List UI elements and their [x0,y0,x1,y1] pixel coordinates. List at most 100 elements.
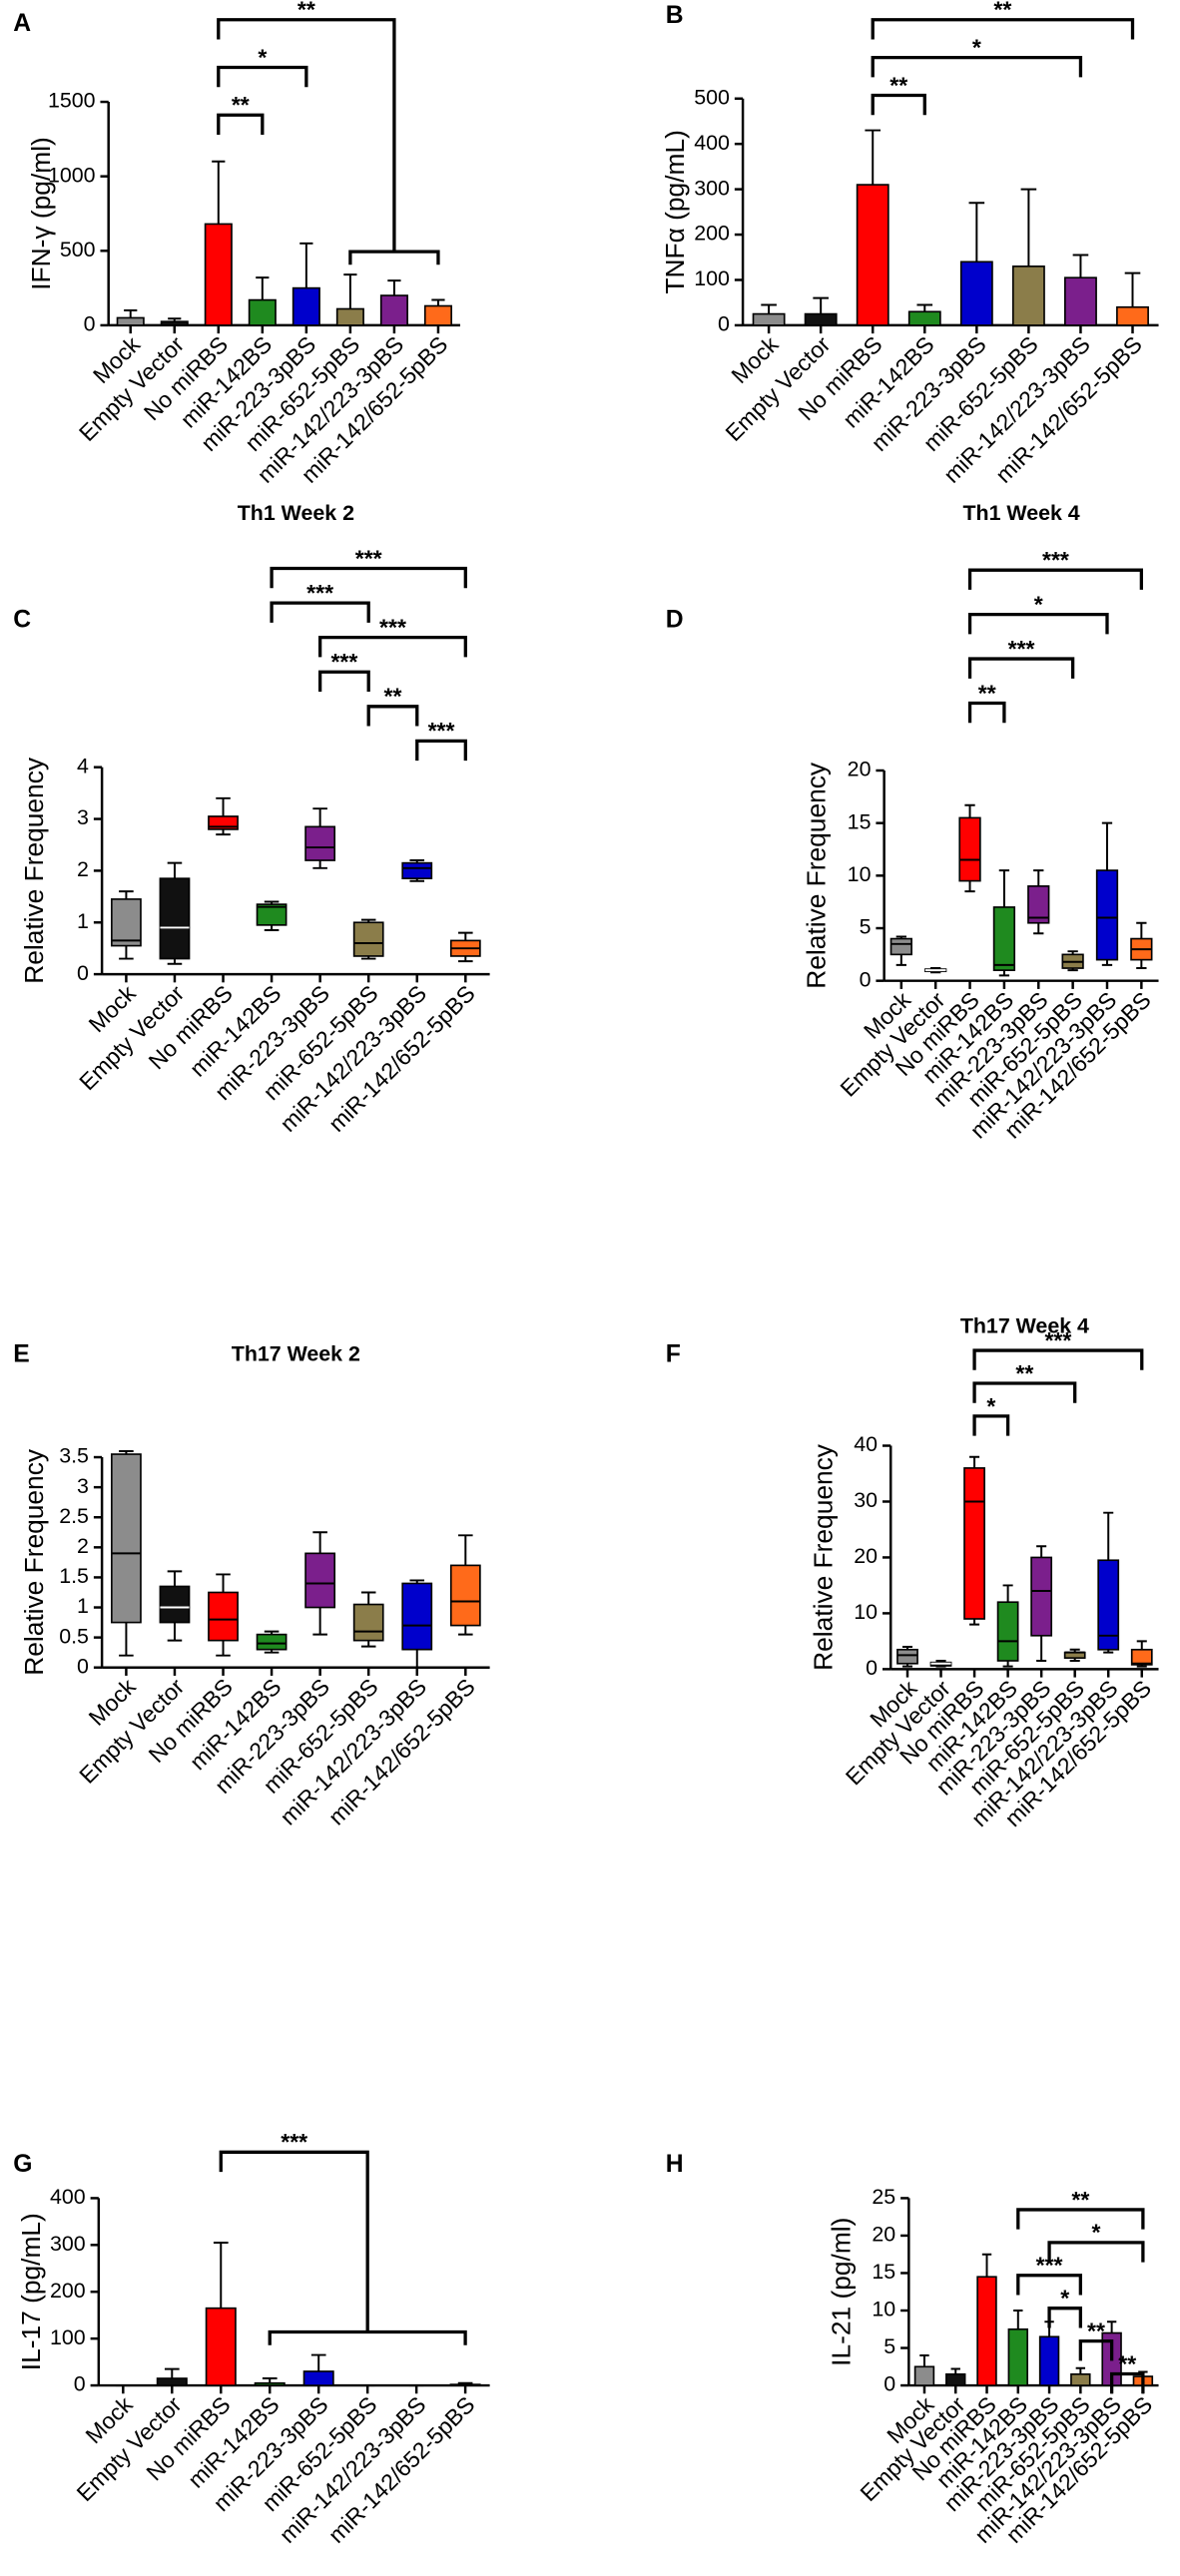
y-axis-label: IL-17 (pg/mL) [16,2213,46,2370]
significance-label: ** [232,92,250,118]
bar [913,2365,935,2386]
error-bar [1124,271,1141,307]
significance-bracket [317,636,467,658]
significance-label: *** [355,545,382,571]
y-tick-label: 5 [884,2334,895,2358]
error-bar [1072,254,1089,278]
significance-label: ** [1118,2350,1136,2376]
chart-title: Th17 Week 4 [960,1314,1089,1338]
significance-bracket [1109,2371,1145,2394]
significance-label: *** [330,649,357,675]
y-tick-label: 300 [694,176,730,200]
box [992,906,1016,971]
y-tick-label: 0 [74,2372,86,2396]
significance-bracket [415,739,467,762]
significance-label: * [1091,2220,1100,2246]
significance-bracket [967,612,1109,635]
significance-bracket [219,2150,369,2332]
panel-label: E [13,1341,29,1368]
y-tick-label: 1000 [48,163,96,187]
y-tick-label: 300 [50,2232,86,2256]
chart-title: Th17 Week 2 [232,1342,360,1366]
y-tick-label: 2 [77,1534,89,1558]
bar [379,294,408,326]
box [1095,869,1119,961]
y-tick-label: 1 [77,1594,89,1618]
panel-label: A [13,10,31,37]
y-tick-label: 0 [718,312,730,336]
bar [1011,265,1045,326]
y-tick-label: 200 [50,2279,86,2303]
y-axis-label: Relative Frequency [19,757,49,984]
bar [976,2276,997,2386]
y-tick-label: 3.5 [59,1444,89,1468]
y-tick-label: 15 [872,2260,895,2284]
error-bar [761,303,777,314]
significance-label: *** [1008,636,1035,662]
y-tick-label: 1 [77,909,89,933]
y-axis-label: TNFα (pg/mL) [660,130,690,293]
significance-label: ** [978,680,996,706]
significance-label: * [986,1393,995,1419]
y-axis-label: Relative Frequency [19,1448,49,1676]
box [1097,1559,1120,1651]
bar [248,298,277,326]
box [352,1603,384,1642]
error-bar [212,160,226,225]
bar [205,2307,237,2386]
y-tick-label: 1.5 [59,1564,89,1588]
bar [204,223,233,326]
significance-bracket [1016,2274,1082,2296]
bar [335,307,364,326]
y-tick-label: 200 [694,222,730,246]
box [401,861,433,880]
significance-label: * [1034,591,1043,617]
chart-title: Th1 Week 2 [238,501,354,525]
error-bar [387,279,401,296]
error-bar [919,2354,929,2367]
y-tick-label: 30 [854,1488,878,1512]
y-tick-label: 0 [866,1656,878,1680]
error-bar [431,298,445,306]
y-tick-label: 20 [848,758,872,781]
significance-bracket [217,18,396,253]
y-tick-label: 20 [854,1544,878,1568]
significance-label: *** [1042,547,1069,573]
y-tick-label: 5 [860,915,872,939]
error-bar [981,2253,992,2278]
y-tick-label: 0.5 [59,1624,89,1648]
y-tick-label: 10 [848,862,872,886]
y-axis-label: Relative Frequency [802,762,832,989]
box [111,898,142,947]
bar [160,320,189,326]
y-tick-label: 15 [848,809,872,833]
bar [449,2383,481,2386]
bar [1116,305,1149,326]
bar [1038,2335,1060,2386]
y-tick-label: 100 [694,266,730,290]
significance-bracket [317,670,370,692]
significance-bracket [270,566,467,589]
significance-label: *** [281,2129,307,2155]
panel-label: D [666,607,684,634]
bar [1070,2372,1091,2386]
y-tick-label: 10 [854,1600,878,1624]
error-bar [457,2381,473,2385]
box [401,1582,433,1651]
significance-bracket [1078,2338,1114,2361]
bar [907,310,941,326]
significance-bracket [217,65,308,88]
significance-label: ** [297,0,315,23]
significance-bracket [967,701,1006,724]
error-bar [262,2377,278,2383]
y-tick-label: 3 [77,805,89,829]
box [304,1552,336,1609]
bar [959,260,993,326]
error-bar [916,303,933,312]
significance-label: *** [379,615,406,641]
y-axis-label: Relative Frequency [808,1443,838,1671]
error-bar [299,242,313,288]
significance-label: * [1060,2286,1069,2312]
error-bar [124,309,138,318]
